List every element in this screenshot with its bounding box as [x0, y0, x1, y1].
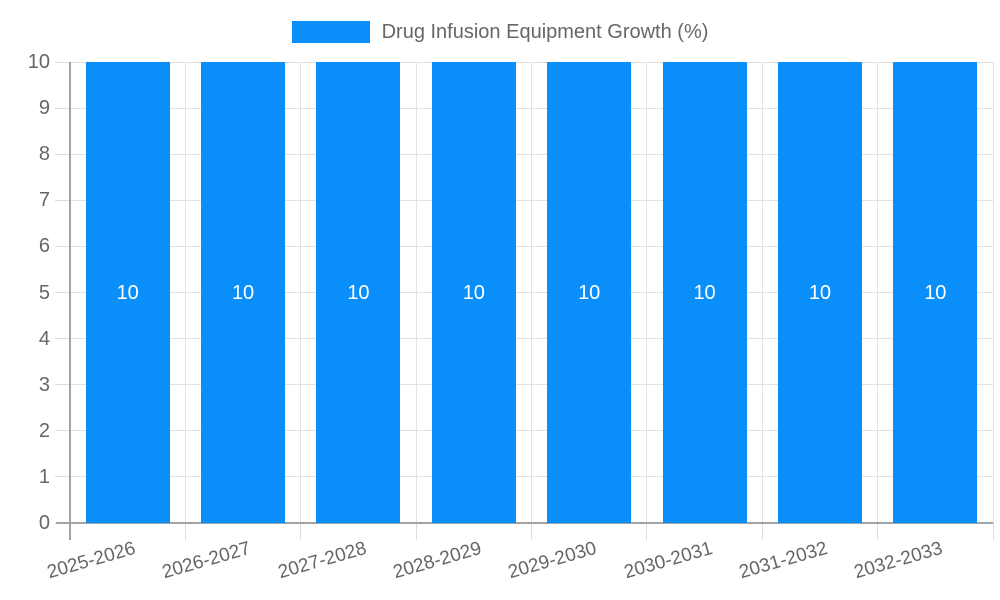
- legend-label: Drug Infusion Equipment Growth (%): [381, 20, 709, 43]
- y-axis-tick-label: 8: [38, 143, 50, 166]
- x-tick-mark: [761, 523, 763, 540]
- x-axis-tick-label: 2030-2031: [621, 537, 715, 584]
- x-tick-mark: [646, 523, 648, 540]
- bar-value-label: 10: [462, 281, 485, 304]
- x-gridline: [646, 62, 648, 523]
- bar: [201, 62, 286, 523]
- y-tick-mark: [55, 107, 70, 109]
- x-axis-tick-label: 2026-2027: [159, 537, 254, 584]
- x-gridline: [300, 62, 302, 523]
- bar-value-label: 10: [808, 281, 832, 304]
- x-gridline: [761, 62, 763, 523]
- x-axis-tick-label: 2028-2029: [390, 537, 484, 584]
- x-tick-mark: [184, 523, 186, 540]
- y-tick-mark: [55, 245, 70, 247]
- bar-value-label: 10: [924, 281, 947, 304]
- bar-value-label: 10: [693, 281, 716, 304]
- y-axis-tick-label: 0: [38, 512, 50, 534]
- x-axis-tick-label: 2029-2030: [506, 537, 600, 584]
- x-tick-mark: [415, 523, 417, 540]
- y-axis-tick-label: 3: [38, 373, 50, 396]
- x-axis-tick-label: 2031-2032: [736, 537, 831, 584]
- y-axis-tick-label: 1: [38, 465, 50, 488]
- y-axis-tick-label: 4: [38, 327, 50, 350]
- x-axis-line: [56, 522, 993, 524]
- bar: [893, 62, 978, 523]
- bar: [777, 62, 862, 523]
- legend-swatch: [291, 21, 370, 43]
- y-tick-mark: [55, 61, 70, 63]
- y-axis-tick-label: 9: [38, 97, 50, 120]
- y-tick-mark: [55, 338, 70, 340]
- bar: [316, 62, 401, 523]
- x-tick-mark: [877, 523, 879, 540]
- y-axis-tick-label: 10: [27, 51, 50, 73]
- y-tick-mark: [55, 292, 70, 293]
- x-tick-mark: [300, 523, 302, 540]
- x-tick-mark: [992, 523, 994, 540]
- bar: [662, 62, 747, 523]
- y-axis-line: [69, 62, 71, 540]
- y-axis-tick-label: 7: [38, 189, 50, 212]
- y-tick-mark: [55, 199, 70, 201]
- y-tick-mark: [55, 430, 70, 432]
- x-gridline: [531, 62, 532, 523]
- x-gridline: [415, 62, 417, 523]
- y-tick-mark: [55, 476, 70, 478]
- bar: [85, 62, 170, 523]
- bar-value-label: 10: [578, 281, 601, 304]
- x-tick-mark: [531, 523, 532, 540]
- bar-value-label: 10: [116, 281, 139, 304]
- bar: [431, 62, 516, 523]
- y-axis-tick-label: 2: [38, 419, 50, 442]
- x-axis-tick-label: 2027-2028: [275, 537, 369, 584]
- x-gridline: [184, 62, 186, 523]
- bar: [547, 62, 632, 523]
- y-tick-mark: [55, 153, 70, 155]
- x-axis-tick-label: 2025-2026: [44, 537, 138, 584]
- y-axis-tick-label: 6: [38, 235, 50, 258]
- x-axis-tick-label: 2032-2033: [852, 537, 946, 584]
- y-axis-tick-label: 5: [38, 281, 50, 304]
- bar-value-label: 10: [231, 281, 255, 304]
- legend-item[interactable]: Drug Infusion Equipment Growth (%): [0, 18, 1000, 46]
- y-tick-mark: [55, 384, 70, 386]
- x-gridline: [877, 62, 879, 523]
- bar-value-label: 10: [347, 281, 370, 304]
- x-gridline: [992, 62, 994, 523]
